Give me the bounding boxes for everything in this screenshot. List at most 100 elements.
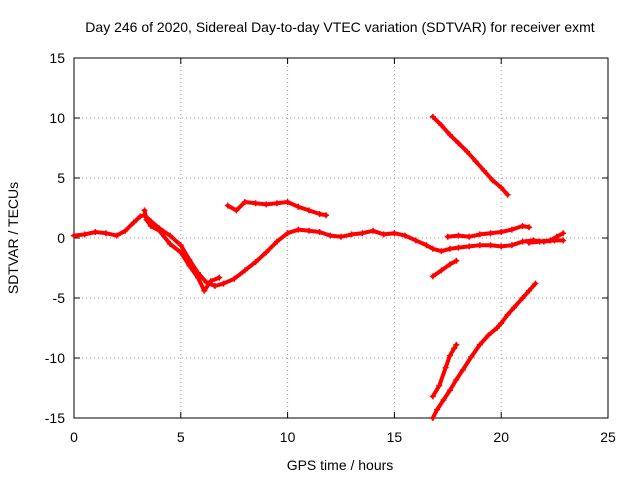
series-point (380, 231, 387, 238)
x-tick-label: 0 (70, 429, 78, 445)
series-point (211, 283, 218, 289)
series-point (167, 232, 174, 239)
series-point (436, 382, 443, 389)
series-point (412, 237, 419, 244)
series-point (220, 280, 227, 287)
series-main-trace (72, 213, 566, 288)
series-point (194, 274, 201, 281)
series-point (464, 148, 471, 155)
series-point (130, 219, 137, 226)
series-point (429, 393, 436, 400)
series-point (519, 295, 526, 301)
series-point (446, 261, 453, 268)
series-point (147, 223, 154, 229)
series-point (143, 217, 150, 223)
series-point (553, 233, 560, 240)
series-point (438, 267, 445, 274)
series-point (316, 211, 323, 217)
series-point (455, 244, 462, 251)
series-upper-branch (430, 114, 510, 197)
series-point (489, 177, 496, 184)
series-point (429, 245, 436, 252)
series-point (547, 237, 554, 244)
series-point (493, 325, 500, 331)
series-point (177, 242, 184, 249)
series-point (233, 207, 240, 214)
series-point (560, 237, 567, 244)
axis-ticks: 0 5 10 15 20 25 -15 -10 -5 0 5 10 15 (45, 50, 616, 445)
series-point (560, 230, 567, 237)
series-point (429, 113, 436, 120)
series-point (273, 238, 280, 245)
series-point (252, 259, 259, 265)
series-point (446, 352, 453, 359)
series-point (446, 387, 453, 394)
y-tick-label: -10 (45, 350, 65, 366)
series-point (504, 191, 511, 198)
series-point (525, 224, 532, 231)
x-tick-label: 20 (493, 429, 509, 445)
series-point (177, 249, 184, 256)
series-short-segment (430, 258, 459, 279)
series-point (92, 229, 99, 235)
series-point (446, 131, 453, 138)
series-point (498, 243, 505, 250)
series-point (402, 232, 409, 239)
series-point (453, 341, 460, 348)
y-tick-label: -5 (53, 290, 66, 306)
series-point (316, 229, 323, 235)
series-point (440, 397, 447, 403)
series-point (434, 406, 441, 413)
series-point (525, 239, 532, 246)
series-point (186, 262, 193, 269)
series-lower-branch (430, 281, 538, 420)
series-point (284, 199, 291, 205)
series-point (327, 232, 334, 239)
series-point (224, 202, 231, 209)
series-point (451, 345, 458, 352)
series-point (508, 242, 515, 249)
series-point (438, 122, 445, 129)
series-point (391, 230, 398, 237)
x-tick-label: 25 (600, 429, 616, 445)
chart-title: Day 246 of 2020, Sidereal Day-to-day VTE… (85, 19, 594, 35)
series-point (348, 231, 355, 238)
series-point (519, 238, 526, 245)
x-axis-label: GPS time / hours (287, 457, 394, 473)
series-point (201, 287, 208, 294)
series-point (370, 227, 377, 234)
series-point (476, 231, 483, 238)
series-point (295, 203, 302, 210)
series-point (305, 207, 312, 214)
series-point (252, 200, 259, 207)
series-point (156, 227, 163, 234)
y-tick-label: 15 (49, 50, 65, 66)
series-point (453, 376, 460, 383)
series-point (504, 311, 511, 318)
series-point (466, 233, 473, 240)
series-point (455, 140, 462, 147)
series-point (468, 353, 475, 360)
series-point (498, 320, 505, 327)
series-point (141, 207, 148, 214)
series-point (519, 223, 526, 229)
series-point (487, 230, 494, 237)
y-tick-label: -15 (45, 410, 65, 426)
series-point (466, 243, 473, 250)
y-tick-label: 0 (57, 230, 65, 246)
series-point (167, 241, 174, 247)
series-point (485, 332, 492, 339)
series-point (295, 226, 302, 233)
series-point (508, 226, 515, 233)
series-point (81, 231, 88, 238)
series-point (263, 249, 270, 256)
series-point (137, 213, 144, 220)
series-point (241, 267, 248, 274)
x-tick-label: 5 (177, 429, 185, 445)
series-point (442, 364, 449, 371)
series-point (536, 238, 543, 245)
series-point (122, 227, 129, 234)
x-tick-label: 10 (280, 429, 296, 445)
series-point (438, 248, 445, 255)
series-point (429, 415, 436, 421)
